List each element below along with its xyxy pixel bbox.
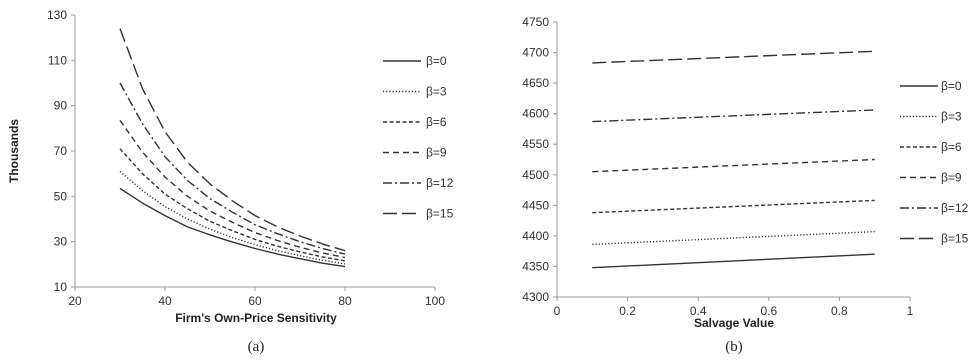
y-tick-label: 4400 <box>522 229 549 243</box>
y-tick-label: 10 <box>54 280 68 294</box>
series-line-0 <box>119 187 346 268</box>
series-line-9 <box>592 158 875 173</box>
y-tick-label: 4500 <box>522 168 549 182</box>
chart-panel-a: 10 30 50 70 90 110 130 20 40 60 80 100 Thousands Firm… <box>7 8 454 355</box>
series-line-0 <box>592 253 875 269</box>
y-tick-label: 4300 <box>522 290 549 304</box>
legend-label: β=12 <box>941 201 969 215</box>
legend-label: β=0 <box>941 79 962 93</box>
x-tick-label: 20 <box>68 294 82 308</box>
legend-label: β=3 <box>426 85 447 99</box>
y-tick-label: 4550 <box>522 137 549 151</box>
y-tick-label: 110 <box>48 53 67 67</box>
x-tick-label: 60 <box>248 294 262 308</box>
series-line-15 <box>592 50 875 64</box>
series-line-3 <box>119 170 346 265</box>
legend-label: β=0 <box>426 54 447 68</box>
panel-caption: (b) <box>725 339 743 355</box>
legend-label: β=6 <box>941 140 962 154</box>
x-tick-label: 0 <box>554 304 561 318</box>
y-axis-title: Thousands <box>7 119 21 183</box>
legend-label: β=15 <box>426 207 454 221</box>
x-tick-label: 0.4 <box>690 304 707 318</box>
series-line-12 <box>119 82 346 255</box>
series-line-3 <box>592 230 875 246</box>
x-tick-label: 0.2 <box>619 304 636 318</box>
x-axis-title: Firm's Own-Price Sensitivity <box>175 311 337 325</box>
legend-label: β=9 <box>426 146 447 160</box>
panel-caption: (a) <box>248 339 265 355</box>
y-tick-label: 4350 <box>522 259 549 273</box>
series-line-12 <box>592 109 875 123</box>
series-line-6 <box>592 199 875 214</box>
legend-label: β=9 <box>941 171 962 185</box>
y-tick-label: 4600 <box>522 107 549 121</box>
series-line-15 <box>119 28 346 252</box>
x-tick-label: 0.8 <box>831 304 848 318</box>
y-tick-label: 4650 <box>522 76 549 90</box>
x-axis-title: Salvage Value <box>694 316 774 330</box>
y-tick-label: 90 <box>54 99 68 113</box>
legend-label: β=6 <box>426 115 447 129</box>
y-tick-label: 4750 <box>522 15 549 29</box>
y-tick-label: 4450 <box>522 198 549 212</box>
y-tick-label: 30 <box>54 235 68 249</box>
y-tick-label: 130 <box>47 8 67 22</box>
legend-label: β=15 <box>941 232 969 246</box>
chart-panel-b: 4300 4350 4400 4450 4500 4550 4600 4650 4700 4750… <box>522 15 968 355</box>
legend-label: β=12 <box>426 176 454 190</box>
x-tick-label: 100 <box>425 294 445 308</box>
legend-label: β=3 <box>941 110 962 124</box>
x-tick-label: 40 <box>158 294 172 308</box>
y-tick-label: 4700 <box>522 46 549 60</box>
series-line-9 <box>119 119 346 259</box>
series-line-6 <box>119 148 346 262</box>
x-tick-label: 0.6 <box>760 304 777 318</box>
x-tick-label: 1 <box>907 304 914 318</box>
y-tick-label: 50 <box>54 189 68 203</box>
x-tick-label: 80 <box>338 294 352 308</box>
y-tick-label: 70 <box>54 144 68 158</box>
